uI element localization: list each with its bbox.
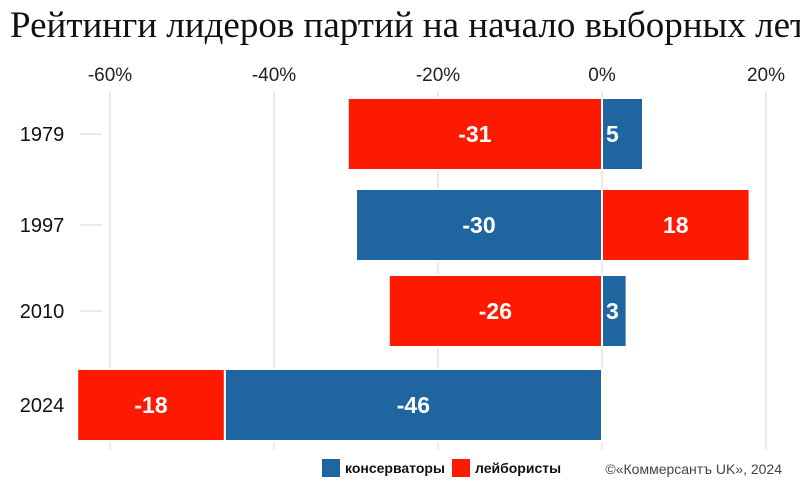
bar-labour-2024 bbox=[76, 368, 226, 442]
bar-value-label: 5 bbox=[606, 121, 619, 147]
bar-conservatives-2024 bbox=[223, 368, 604, 442]
category-label: 2010 bbox=[20, 301, 65, 323]
bar-labour-1979 bbox=[346, 97, 603, 171]
x-tick-label: -40% bbox=[252, 65, 296, 86]
legend-swatch-labour bbox=[452, 459, 470, 477]
bar-labour-1997 bbox=[601, 188, 751, 262]
chart-title: Рейтинги лидеров партий на начало выборн… bbox=[10, 5, 800, 46]
bars: -31 5 -30 18 -26 3 -46 -18 bbox=[76, 97, 751, 442]
bar-value-label: -31 bbox=[458, 121, 491, 147]
x-tick-label: -60% bbox=[88, 65, 132, 86]
bar-value-label: -18 bbox=[134, 392, 167, 418]
legend-label-labour: лейбористы bbox=[475, 460, 561, 476]
bar-value-label: -46 bbox=[397, 392, 430, 418]
x-tick-label: 0% bbox=[588, 65, 616, 86]
legend-swatch-conservatives bbox=[322, 459, 340, 477]
x-axis-ticks: -60% -40% -20% 0% 20% bbox=[88, 65, 785, 86]
legend: консерваторы лейбористы bbox=[322, 459, 561, 477]
x-tick-label: -20% bbox=[416, 65, 460, 86]
bar-value-label: 18 bbox=[663, 212, 689, 238]
category-label: 1997 bbox=[20, 215, 65, 237]
category-label: 2024 bbox=[20, 395, 65, 417]
bar-labour-2010 bbox=[387, 274, 603, 348]
bar-value-label: -30 bbox=[462, 212, 495, 238]
bar-conservatives-1979 bbox=[601, 97, 644, 171]
bar-value-label: 3 bbox=[606, 298, 619, 324]
legend-label-conservatives: консерваторы bbox=[345, 460, 445, 476]
bar-conservatives-2010 bbox=[601, 274, 628, 348]
y-axis-categories: 1979 1997 2010 2024 bbox=[20, 124, 102, 417]
bar-conservatives-1997 bbox=[355, 188, 603, 262]
x-tick-label: 20% bbox=[747, 65, 785, 86]
bar-value-label: -26 bbox=[479, 298, 512, 324]
category-label: 1979 bbox=[20, 124, 65, 146]
credit-text: ©«Коммерсантъ UK», 2024 bbox=[605, 461, 782, 477]
